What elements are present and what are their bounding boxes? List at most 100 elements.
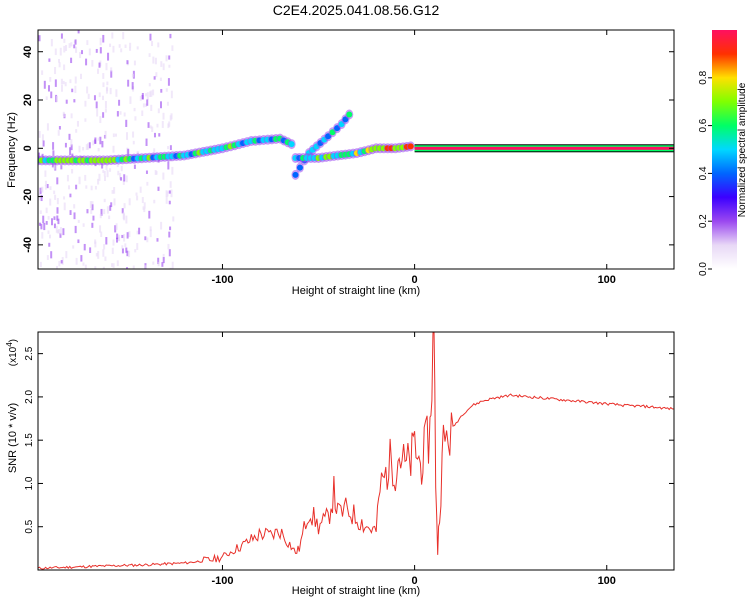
noise-cell xyxy=(136,195,139,201)
noise-cell xyxy=(92,140,95,146)
noise-cell xyxy=(124,44,127,48)
noise-cell xyxy=(50,91,53,99)
noise-cell xyxy=(60,84,63,92)
noise-cell xyxy=(104,176,107,181)
noise-cell xyxy=(57,130,60,136)
noise-cell xyxy=(162,257,165,264)
noise-cell xyxy=(57,218,60,225)
noise-cell xyxy=(95,252,98,257)
noise-cell xyxy=(98,173,101,181)
noise-cell xyxy=(153,76,156,80)
noise-cell xyxy=(47,230,50,234)
noise-cell xyxy=(63,196,66,200)
noise-cell xyxy=(74,85,77,94)
noise-cell xyxy=(58,126,61,130)
noise-cell xyxy=(39,261,42,268)
noise-cell xyxy=(87,93,90,99)
noise-cell xyxy=(125,175,128,183)
noise-cell xyxy=(72,245,75,249)
noise-cell xyxy=(143,202,146,209)
noise-cell xyxy=(120,177,123,181)
noise-cell xyxy=(115,223,118,230)
noise-cell xyxy=(94,266,97,269)
noise-cell xyxy=(44,184,47,190)
noise-cell xyxy=(59,47,62,56)
noise-cell xyxy=(114,133,117,137)
snr-panel: -100 0 100 0.5 1.0 1.5 2.0 2.5 Height of straig… xyxy=(5,331,675,597)
spectrogram-panel: -100 0 100 -40 -20 0 20 40 Height of straight l… xyxy=(6,29,675,297)
noise-cell xyxy=(91,222,94,228)
noise-cell xyxy=(149,226,152,232)
noise-cell xyxy=(168,55,171,60)
colorbar-ticks: 0.0 0.2 0.4 0.6 0.8 xyxy=(698,70,712,276)
noise-cell xyxy=(98,62,101,68)
noise-cell xyxy=(156,238,159,242)
noise-cell xyxy=(53,216,56,220)
noise-cell xyxy=(97,250,100,259)
noise-cell xyxy=(102,266,105,269)
noise-cell xyxy=(116,237,119,243)
noise-cell xyxy=(121,248,124,254)
noise-cell xyxy=(132,131,135,138)
noise-cell xyxy=(125,215,128,224)
noise-cell xyxy=(112,45,115,53)
noise-cell xyxy=(58,62,61,68)
y-tick-label: -20 xyxy=(22,189,34,205)
noise-cell xyxy=(64,82,67,87)
noise-cell xyxy=(160,221,163,230)
noise-cell xyxy=(133,107,136,112)
noise-cell xyxy=(88,142,91,149)
noise-cell xyxy=(145,103,148,107)
noise-cell xyxy=(139,186,142,193)
noise-cell xyxy=(70,139,73,146)
noise-cell xyxy=(117,236,120,242)
noise-cell xyxy=(54,79,57,87)
noise-cell xyxy=(40,194,43,202)
noise-cell xyxy=(166,101,169,106)
noise-cell xyxy=(65,45,68,51)
noise-cell xyxy=(102,112,105,118)
noise-cell xyxy=(121,245,124,249)
noise-cell xyxy=(89,201,92,209)
noise-cell xyxy=(54,48,57,56)
noise-cell xyxy=(85,185,88,189)
noise-cell xyxy=(84,100,87,107)
noise-cell xyxy=(69,147,72,156)
noise-cell xyxy=(123,234,126,242)
noise-cell xyxy=(43,80,46,89)
chart-title: C2E4.2025.041.08.56.G12 xyxy=(273,2,440,18)
noise-cell xyxy=(63,202,66,211)
colorbar-tick-label: 0.2 xyxy=(698,214,709,228)
noise-cell xyxy=(78,145,81,153)
noise-cell xyxy=(99,225,102,233)
snr-x-tick-label: 100 xyxy=(598,575,616,587)
noise-cell xyxy=(94,241,97,248)
noise-cell xyxy=(123,213,126,221)
noise-cell xyxy=(75,184,78,190)
noise-cell xyxy=(150,90,153,97)
snr-x-label: Height of straight line (km) xyxy=(292,585,420,597)
noise-cell xyxy=(74,76,77,84)
noise-cell xyxy=(105,237,108,245)
colorbar-tick-label: 0.4 xyxy=(698,166,709,180)
noise-cell xyxy=(112,239,115,246)
noise-cell xyxy=(85,58,88,66)
noise-cell xyxy=(42,215,45,224)
spectrogram-x-label: Height of straight line (km) xyxy=(292,285,420,297)
noise-cell xyxy=(95,101,98,109)
noise-cell xyxy=(116,260,119,267)
noise-cell xyxy=(75,129,78,133)
noise-cell xyxy=(86,86,89,94)
snr-frame xyxy=(37,331,675,571)
noise-cell xyxy=(44,170,47,177)
noise-cell xyxy=(92,215,95,221)
noise-cell xyxy=(89,247,92,253)
noise-cell xyxy=(167,243,170,250)
noise-cell xyxy=(46,123,49,131)
noise-cell xyxy=(146,92,149,100)
noise-cell xyxy=(106,170,109,178)
noise-cell xyxy=(104,256,107,261)
noise-cell xyxy=(41,70,44,75)
noise-cell xyxy=(45,96,48,100)
flat-band-core xyxy=(414,146,674,150)
